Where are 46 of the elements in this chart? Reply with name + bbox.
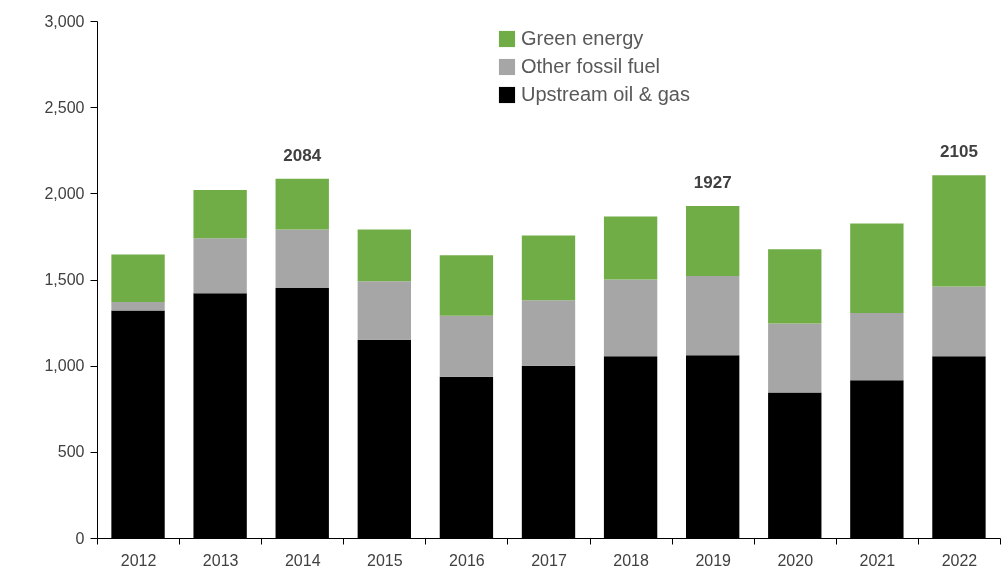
x-tick-label: 2016 [449,551,485,569]
x-tick-label: 2020 [777,551,814,569]
bar [111,254,165,302]
y-tick-label: 2,000 [44,184,85,202]
bar [275,178,329,230]
bar [932,175,986,287]
bar [439,255,494,316]
bar [521,300,576,366]
x-tick-label: 2012 [120,551,157,569]
total-label: 2084 [283,145,322,165]
bar [603,279,658,357]
x-tick-label: 2019 [695,551,732,569]
bar [932,286,986,357]
x-tick-label: 2014 [284,551,321,569]
bar [603,216,658,280]
legend-label: Other fossil fuel [521,55,660,77]
bar [193,238,247,294]
bar [768,249,822,324]
bar [111,301,165,311]
legend-label: Upstream oil & gas [521,83,690,105]
total-label: 2105 [940,142,978,162]
legend-label: Green energy [521,27,644,49]
bar [521,235,576,301]
bar [439,315,494,377]
y-tick-label: 0 [75,529,85,547]
bar [850,223,904,314]
y-tick-label: 1,500 [44,271,85,288]
y-tick-label: 2,500 [44,98,85,116]
y-tick-label: 3,000 [44,12,85,30]
x-tick-label: 2018 [613,551,649,569]
bar [357,229,411,282]
y-tick-label: 1,000 [44,357,85,375]
x-tick-label: 2022 [941,551,978,569]
bar [275,229,329,289]
y-tick-label: 500 [57,443,85,461]
x-tick-label: 2021 [859,551,896,569]
bar [768,323,822,393]
bar [686,205,740,277]
total-label: 1927 [693,172,732,192]
bar [686,276,740,356]
x-tick-label: 2013 [202,551,239,569]
x-tick-label: 2017 [531,551,567,569]
bar [850,313,904,381]
bar [357,281,411,340]
bar [193,189,247,239]
x-tick-label: 2015 [367,551,403,569]
